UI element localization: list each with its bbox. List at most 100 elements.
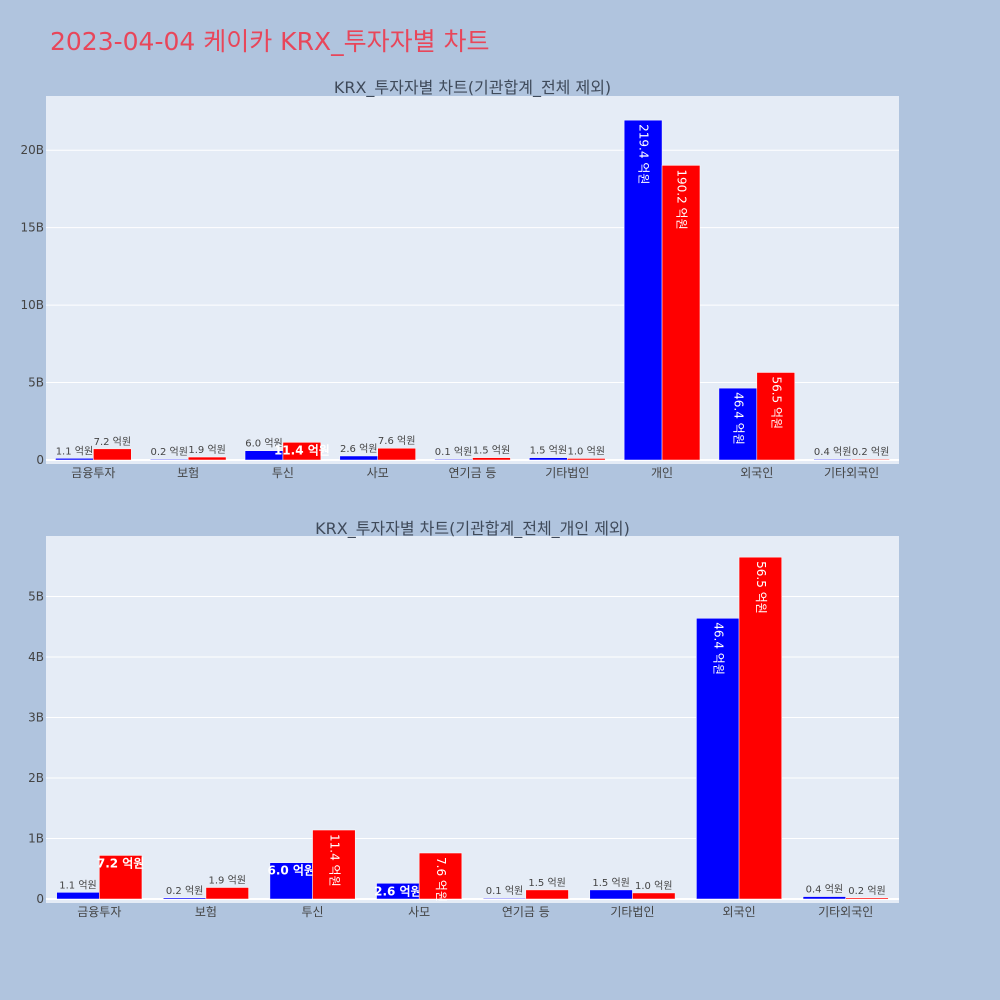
sell-bar	[282, 442, 322, 461]
bar-label: 0.4 억원	[814, 446, 851, 458]
x-tick-label: 개인	[651, 466, 673, 480]
sell-bar	[661, 165, 701, 461]
sell-bar	[99, 855, 143, 900]
bar-label: 1.5 억원	[473, 445, 510, 457]
bar-label: 11.4 억원	[274, 443, 330, 457]
page-title: 2023-04-04 케이카 KRX_투자자별 차트	[50, 27, 490, 56]
x-tick-label: 투신	[272, 466, 294, 480]
bar-label: 1.1 억원	[59, 879, 96, 891]
bar-label: 46.4 억원	[711, 622, 725, 675]
sell-bar	[472, 457, 511, 461]
chart-2: 0 1B 2B 3B 4B 5B KRX_투자자별 차트(기관합계_전체_개인 제외) 금융투…	[28, 519, 899, 919]
y-tick-label: 10B	[20, 298, 44, 312]
bar-label: 1.0 억원	[635, 880, 672, 892]
buy-bar	[718, 387, 758, 461]
bar-label: 1.5 억원	[528, 877, 565, 889]
sell-bar	[205, 887, 249, 900]
bar-label: 0.1 억원	[435, 446, 472, 458]
buy-bar	[696, 618, 740, 900]
y-tick-label: 15B	[20, 221, 44, 235]
sell-bar	[567, 458, 606, 461]
buy-bar	[589, 889, 633, 900]
bar-label: 11.4 억원	[327, 834, 341, 887]
buy-bar	[339, 455, 378, 461]
bar-label: 0.1 억원	[486, 885, 523, 897]
chart-title: KRX_투자자별 차트(기관합계_전체_개인 제외)	[315, 519, 630, 539]
sell-bar	[93, 448, 132, 461]
sell-bar	[851, 458, 890, 461]
x-tick-label: 외국인	[723, 905, 756, 919]
chart-1: 0 5B 10B 15B 20B KRX_투자자별 차트(기관합계_전체 제외) 금융투자 1…	[20, 78, 899, 480]
bar-label: 1.0 억원	[567, 445, 604, 457]
bar-label: 1.9 억원	[188, 444, 225, 456]
y-tick-label: 20B	[20, 143, 44, 157]
x-tick-label: 사모	[367, 466, 389, 480]
bar-label: 1.9 억원	[209, 875, 246, 887]
sell-bar	[418, 852, 463, 900]
x-tick-label: 기타외국인	[824, 466, 879, 480]
sell-bar	[632, 892, 676, 900]
buy-bar	[623, 119, 663, 461]
sell-bar	[312, 829, 356, 900]
bar-label: 0.2 억원	[150, 446, 187, 458]
sell-bar	[738, 556, 782, 900]
x-tick-label: 외국인	[740, 466, 773, 480]
y-tick-label: 2B	[28, 771, 44, 785]
buy-bar	[434, 458, 473, 461]
bar-label: 46.4 억원	[731, 392, 745, 445]
bar-label: 219.4 억원	[637, 124, 651, 184]
buy-bar	[269, 862, 313, 900]
x-tick-label: 기타법인	[545, 466, 589, 480]
x-tick-label: 사모	[408, 905, 430, 919]
y-tick-label: 0	[36, 453, 44, 467]
bar-label: 56.5 억원	[769, 376, 783, 429]
x-tick-label: 보험	[195, 905, 217, 919]
y-tick-label: 5B	[28, 590, 44, 604]
x-tick-label: 연기금 등	[449, 466, 497, 480]
x-tick-label: 투신	[302, 905, 324, 919]
buy-bar	[56, 892, 100, 900]
y-tick-label: 5B	[28, 376, 44, 390]
sell-bar	[187, 456, 227, 461]
buy-bar	[813, 458, 852, 461]
buy-bar	[55, 458, 94, 461]
x-tick-label: 연기금 등	[502, 905, 550, 919]
bar-label: 1.5 억원	[530, 445, 567, 457]
sell-bar	[845, 897, 889, 900]
buy-bar	[163, 897, 207, 900]
bar-label: 1.5 억원	[592, 877, 629, 889]
bar-label: 2.6 억원	[374, 884, 422, 898]
bar-label: 1.1 억원	[56, 445, 93, 457]
sell-bar	[377, 447, 416, 461]
x-tick-label: 보험	[177, 466, 199, 480]
sell-bar	[525, 889, 569, 900]
bar-label: 0.2 억원	[166, 885, 203, 897]
bar-label: 0.2 억원	[852, 446, 889, 458]
bar-label: 190.2 억원	[675, 169, 689, 229]
buy-bar	[150, 458, 189, 461]
bar-label: 56.5 억원	[754, 561, 768, 614]
x-tick-label: 기타외국인	[818, 905, 873, 919]
bar-label: 7.2 억원	[94, 436, 131, 448]
bar-label: 7.2 억원	[97, 856, 145, 870]
x-tick-label: 기타법인	[610, 905, 654, 919]
buy-bar	[482, 897, 527, 900]
bar-label: 6.0 억원	[245, 438, 282, 450]
y-tick-label: 1B	[28, 832, 44, 846]
x-tick-label: 금융투자	[77, 905, 121, 919]
bar-label: 0.4 억원	[806, 884, 843, 896]
y-tick-label: 3B	[28, 711, 44, 725]
buy-bar	[529, 457, 568, 461]
chart-title: KRX_투자자별 차트(기관합계_전체 제외)	[334, 78, 611, 98]
y-tick-label: 4B	[28, 650, 44, 664]
sell-bar	[756, 372, 795, 461]
bar-label: 7.6 억원	[378, 435, 415, 447]
x-tick-label: 금융투자	[71, 466, 115, 480]
bar-label: 2.6 억원	[340, 443, 377, 455]
bar-label: 0.2 억원	[848, 885, 885, 897]
buy-bar	[802, 896, 846, 900]
bar-label: 6.0 억원	[267, 864, 315, 878]
bar-label: 7.6 억원	[434, 857, 448, 902]
y-tick-label: 0	[36, 892, 44, 906]
